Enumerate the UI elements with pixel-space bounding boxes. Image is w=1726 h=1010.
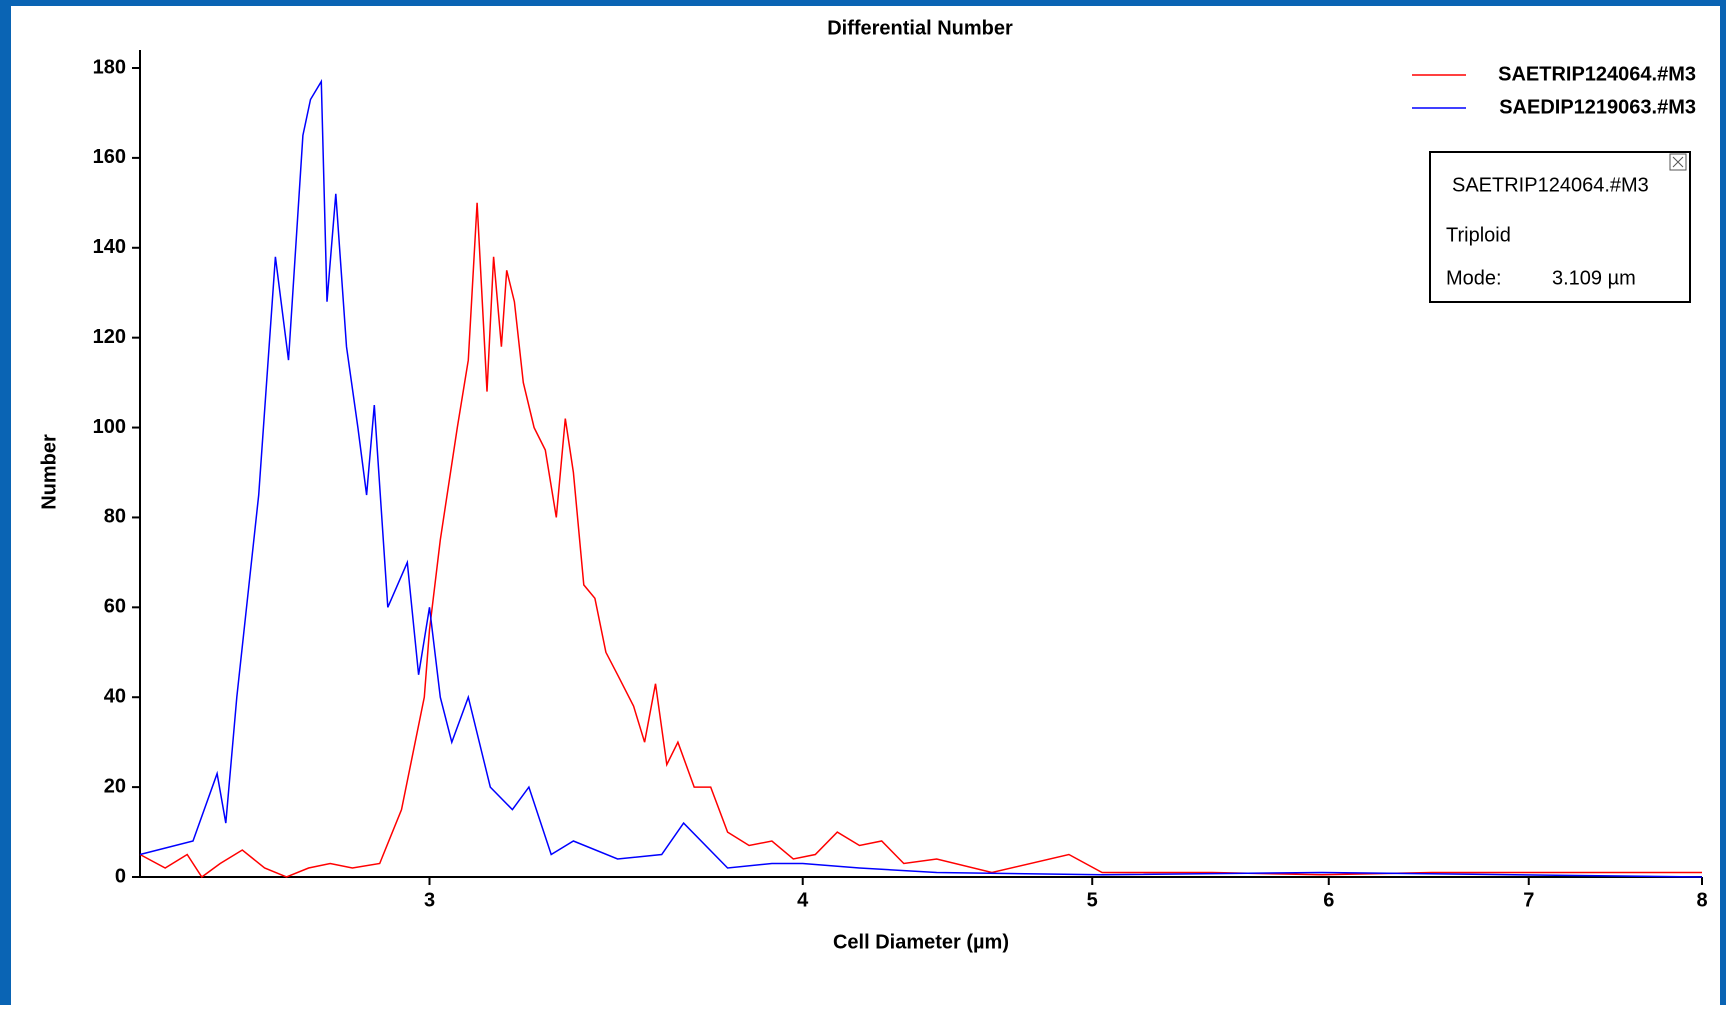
annotation-title: SAETRIP124064.#M3 xyxy=(1452,174,1649,196)
legend-label: SAEDIP1219063.#M3 xyxy=(1499,96,1696,118)
y-tick-label: 0 xyxy=(115,865,126,887)
x-tick-label: 7 xyxy=(1523,889,1534,911)
y-tick-label: 40 xyxy=(104,686,126,708)
frame-right xyxy=(1720,0,1726,1005)
y-tick-label: 80 xyxy=(104,506,126,528)
annotation-frame xyxy=(1429,151,1691,303)
y-tick-label: 20 xyxy=(104,775,126,797)
data-line xyxy=(139,202,1702,879)
y-tick-label: 100 xyxy=(93,416,126,438)
annotation-mode-value: 3.109 µm xyxy=(1552,267,1636,289)
x-tick-label: 3 xyxy=(424,889,435,911)
chart-title: Differential Number xyxy=(827,17,1013,39)
y-tick-label: 160 xyxy=(93,146,126,168)
annotation-box: SAETRIP124064.#M3 Triploid Mode: 3.109 µ… xyxy=(1429,151,1691,303)
y-tick-label: 60 xyxy=(104,596,126,618)
x-tick-label: 4 xyxy=(797,889,809,911)
x-tick-label: 5 xyxy=(1087,889,1098,911)
annotation-label: Triploid xyxy=(1446,224,1511,246)
y-tick-label: 140 xyxy=(93,236,126,258)
legend-label: SAETRIP124064.#M3 xyxy=(1498,63,1696,85)
y-tick-label: 120 xyxy=(93,326,126,348)
x-axis-label: Cell Diameter (µm) xyxy=(833,931,1009,953)
y-axis-label: Number xyxy=(38,434,60,510)
close-icon xyxy=(1672,156,1684,168)
y-tick-label: 180 xyxy=(93,56,126,78)
frame-top xyxy=(0,0,1726,6)
x-tick-label: 6 xyxy=(1323,889,1334,911)
annotation-mode-label: Mode: xyxy=(1446,267,1502,289)
x-tick-label: 8 xyxy=(1696,889,1707,911)
frame-left xyxy=(0,0,11,1005)
data-line xyxy=(139,78,1703,878)
